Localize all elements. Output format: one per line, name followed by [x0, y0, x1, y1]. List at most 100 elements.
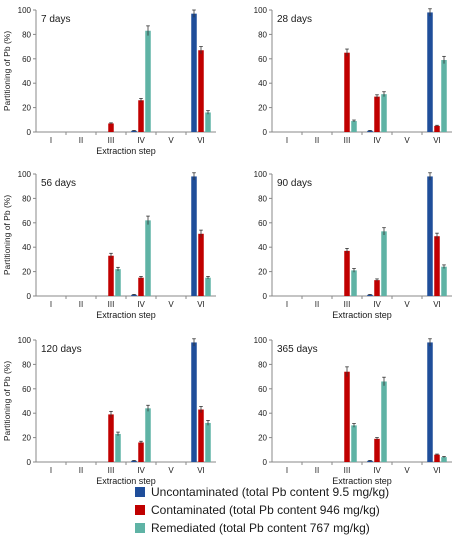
bar-contaminated: [198, 233, 204, 296]
x-tick-label: VI: [197, 300, 205, 309]
bar-contaminated: [108, 414, 114, 462]
x-axis-label: Extraction step: [96, 310, 156, 320]
x-tick-label: IV: [373, 466, 381, 475]
y-tick-label: 40: [258, 243, 267, 252]
x-tick-label: V: [404, 466, 410, 475]
y-tick-label: 40: [22, 243, 31, 252]
x-tick-label: II: [79, 300, 83, 309]
y-tick-label: 0: [263, 128, 268, 137]
y-tick-label: 100: [254, 170, 268, 179]
panel-title: 28 days: [277, 14, 312, 25]
bar-contaminated: [138, 277, 144, 296]
legend-label-remediated: Remediated (total Pb content 767 mg/kg): [151, 521, 370, 535]
y-tick-label: 100: [18, 336, 32, 345]
bar-uncontaminated: [191, 176, 197, 296]
x-tick-label: IV: [373, 136, 381, 145]
x-tick-label: III: [344, 466, 351, 475]
bar-contaminated: [344, 250, 350, 296]
y-tick-label: 60: [258, 385, 267, 394]
bar-contaminated: [198, 409, 204, 462]
y-tick-label: 40: [258, 409, 267, 418]
bar-uncontaminated: [367, 460, 373, 462]
bar-remediated: [351, 425, 357, 462]
bar-remediated: [381, 381, 387, 462]
bar-remediated: [351, 121, 357, 132]
x-tick-label: VI: [433, 136, 441, 145]
x-tick-label: III: [344, 136, 351, 145]
bar-contaminated: [344, 371, 350, 462]
y-axis-label: Partitioning of Pb (%): [2, 361, 12, 441]
y-tick-label: 60: [22, 385, 31, 394]
y-tick-label: 0: [27, 458, 32, 467]
y-tick-label: 100: [254, 336, 268, 345]
y-tick-label: 100: [254, 6, 268, 15]
y-tick-label: 0: [263, 292, 268, 301]
x-tick-label: I: [286, 136, 288, 145]
legend-label-contaminated: Contaminated (total Pb content 946 mg/kg…: [151, 503, 380, 517]
legend-item-remediated: Remediated (total Pb content 767 mg/kg): [135, 519, 455, 537]
panel-title: 90 days: [277, 178, 312, 189]
panel-title: 56 days: [41, 178, 76, 189]
x-tick-label: I: [286, 466, 288, 475]
bar-remediated: [115, 269, 121, 296]
y-tick-label: 20: [258, 104, 267, 113]
x-tick-label: V: [168, 466, 174, 475]
x-tick-label: I: [50, 136, 52, 145]
x-tick-label: VI: [197, 466, 205, 475]
panel-title: 7 days: [41, 14, 70, 25]
bar-uncontaminated: [427, 342, 433, 462]
y-tick-label: 100: [18, 6, 32, 15]
bar-uncontaminated: [131, 460, 137, 462]
bar-contaminated: [434, 125, 440, 132]
legend-swatch-uncontaminated: [135, 487, 145, 497]
y-tick-label: 60: [258, 55, 267, 64]
bar-remediated: [115, 433, 121, 462]
bar-contaminated: [434, 454, 440, 462]
x-tick-label: V: [404, 300, 410, 309]
y-axis-label: Partitioning of Pb (%): [2, 31, 12, 111]
y-axis-label: Partitioning of Pb (%): [2, 195, 12, 275]
bar-remediated: [145, 408, 151, 462]
y-tick-label: 40: [258, 79, 267, 88]
bar-remediated: [205, 422, 211, 462]
bar-remediated: [351, 270, 357, 296]
bar-remediated: [205, 112, 211, 132]
x-tick-label: V: [404, 136, 410, 145]
y-tick-label: 20: [258, 268, 267, 277]
bar-contaminated: [138, 100, 144, 132]
legend: Uncontaminated (total Pb content 9.5 mg/…: [135, 483, 455, 537]
panel-title: 120 days: [41, 344, 82, 355]
x-axis-label: Extraction step: [332, 310, 392, 320]
bar-uncontaminated: [367, 294, 373, 296]
x-tick-label: III: [108, 466, 115, 475]
x-tick-label: II: [79, 136, 83, 145]
bar-uncontaminated: [427, 12, 433, 132]
bar-remediated: [205, 277, 211, 296]
y-tick-label: 20: [22, 104, 31, 113]
x-tick-label: II: [315, 300, 319, 309]
x-tick-label: V: [168, 136, 174, 145]
x-tick-label: VI: [197, 136, 205, 145]
bar-contaminated: [374, 438, 380, 462]
x-tick-label: II: [315, 136, 319, 145]
bar-uncontaminated: [131, 294, 137, 296]
bar-uncontaminated: [131, 130, 137, 132]
x-axis-label: Extraction step: [96, 146, 156, 156]
x-tick-label: II: [315, 466, 319, 475]
x-tick-label: IV: [137, 300, 145, 309]
y-tick-label: 80: [258, 194, 267, 203]
x-tick-label: V: [168, 300, 174, 309]
bar-contaminated: [108, 123, 114, 132]
y-tick-label: 20: [22, 268, 31, 277]
bar-contaminated: [198, 50, 204, 133]
x-tick-label: I: [50, 300, 52, 309]
y-tick-label: 80: [258, 30, 267, 39]
x-tick-label: III: [108, 300, 115, 309]
